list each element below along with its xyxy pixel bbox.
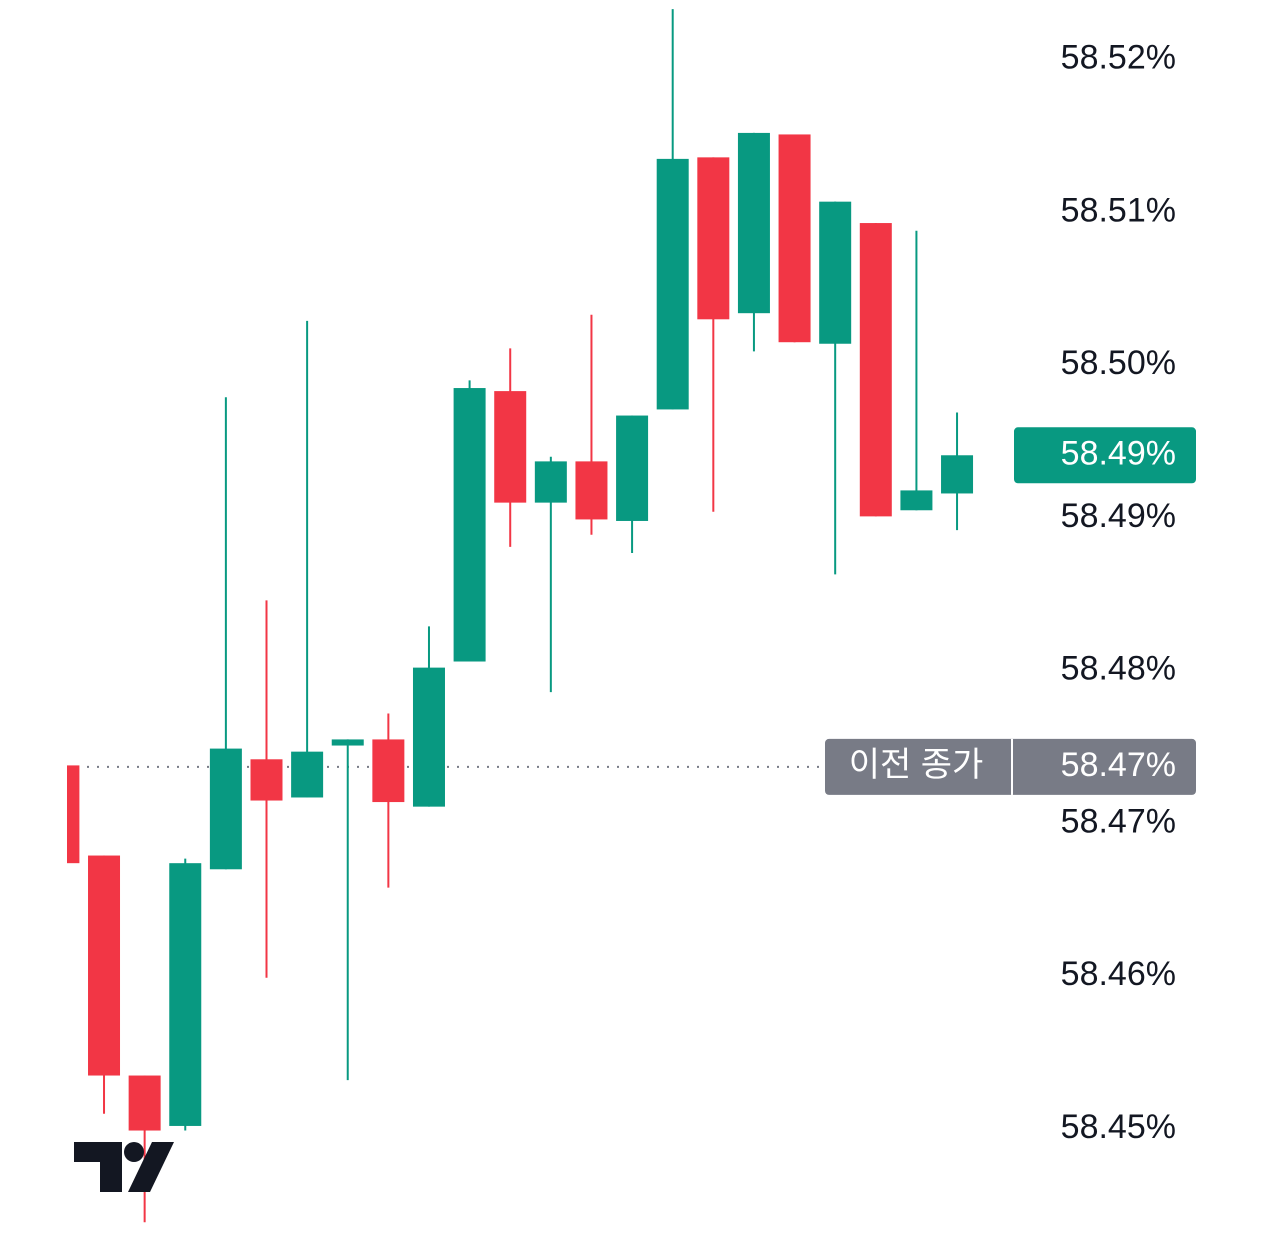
candle-body (697, 157, 730, 320)
candle-body (291, 751, 324, 798)
y-tick-label: 58.48% (1061, 650, 1176, 688)
candle-body (453, 388, 486, 662)
y-tick-label: 58.46% (1061, 955, 1176, 993)
y-tick-label: 58.50% (1061, 344, 1176, 382)
y-tick-label: 58.47% (1061, 802, 1176, 840)
tradingview-logo (74, 1142, 174, 1192)
candle-body (534, 461, 567, 503)
candle-body (331, 739, 364, 746)
candle-body (616, 415, 649, 521)
y-tick-label: 58.51% (1061, 191, 1176, 229)
plot-area (67, 9, 974, 1223)
candle-body (656, 158, 689, 410)
previous-close-tag (825, 738, 1196, 795)
candle-body (819, 201, 852, 344)
candle-body (250, 759, 283, 801)
candle-body (737, 132, 770, 314)
price-axis: 58.45% 58.46% 58.47% 58.48% 58.49% 58.50% 58.5… (825, 39, 1196, 1146)
candle-body (575, 461, 608, 520)
previous-close-name: 이전 종가 (849, 746, 984, 784)
candle-body (494, 391, 527, 503)
candle-body (128, 1075, 161, 1131)
y-tick-label: 58.49% (1061, 497, 1176, 535)
candle-body (778, 134, 811, 343)
candle-body (859, 223, 892, 517)
previous-close-label: 58.47% (1061, 746, 1176, 784)
candle-body (67, 765, 80, 864)
current-price-label: 58.49% (1061, 434, 1176, 472)
y-tick-label: 58.52% (1061, 39, 1176, 77)
y-tick-label: 58.45% (1061, 1108, 1176, 1146)
candle-body (941, 455, 974, 494)
candle-body (900, 490, 933, 511)
candle-body (372, 739, 405, 803)
candle-body (169, 863, 202, 1126)
candle-body (209, 748, 242, 870)
candle-body (88, 855, 121, 1076)
candle-body (412, 667, 445, 807)
current-price-tag (1014, 427, 1196, 484)
